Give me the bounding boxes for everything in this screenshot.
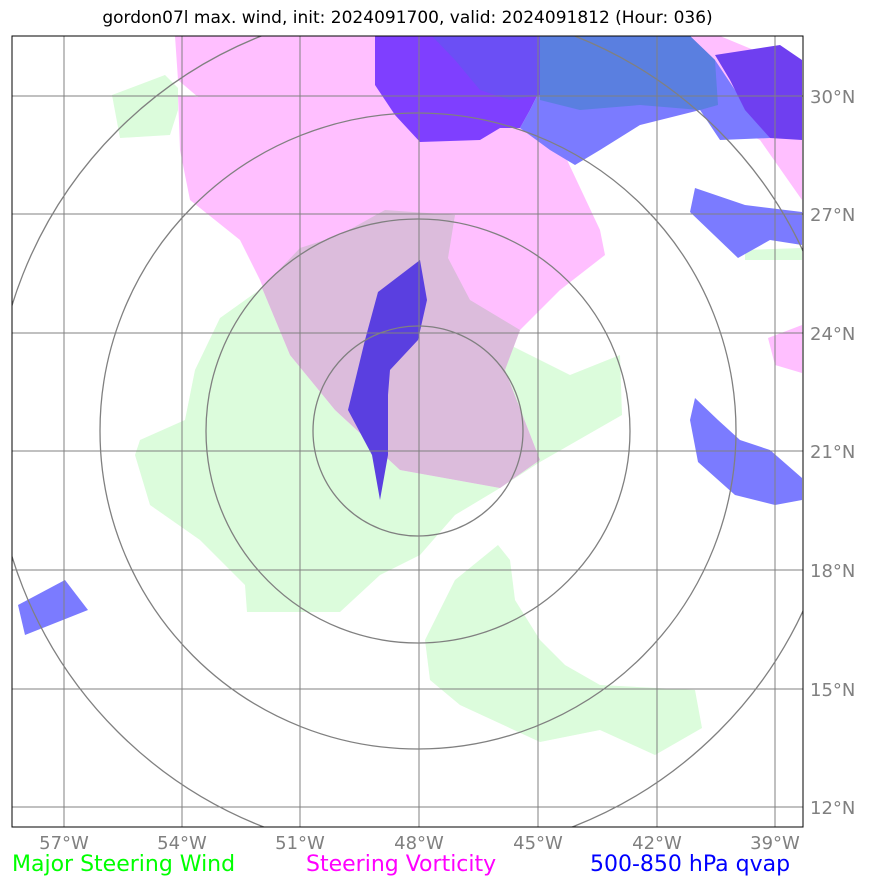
map-title: gordon07l max. wind, init: 2024091700, v… — [102, 8, 713, 28]
lon-label-54w: 54°W — [157, 833, 207, 854]
graticule — [12, 36, 803, 827]
qvap-region-northeast-dark — [715, 45, 802, 140]
qvap-region-north-mid — [540, 36, 718, 110]
lon-label-42w: 42°W — [632, 833, 682, 854]
lon-label-57w: 57°W — [39, 833, 89, 854]
qvap-region-center-band — [348, 260, 427, 500]
qvap-region-east-upper — [690, 188, 802, 258]
lat-label-27n: 27°N — [810, 205, 855, 226]
legend-steering-vorticity: Steering Vorticity — [306, 852, 497, 877]
lat-label-12n: 12°N — [810, 798, 855, 819]
lat-label-30n: 30°N — [810, 87, 855, 108]
lat-label-15n: 15°N — [810, 680, 855, 701]
lon-axis: 57°W 54°W 51°W 48°W 45°W 42°W 39°W — [39, 833, 800, 854]
lon-label-51w: 51°W — [275, 833, 325, 854]
wind-region-main — [135, 288, 622, 612]
wind-region-south — [425, 545, 702, 755]
wind-region-northwest — [112, 75, 178, 138]
range-ring-1 — [312, 325, 524, 537]
lat-axis: 30°N 27°N 24°N 21°N 18°N 15°N 12°N — [810, 87, 855, 819]
plot-frame — [11, 35, 804, 828]
qvap-region-west — [18, 580, 88, 635]
lat-label-18n: 18°N — [810, 561, 855, 582]
lat-label-21n: 21°N — [810, 442, 855, 463]
range-rings — [12, 36, 803, 827]
range-ring-3 — [99, 112, 737, 750]
lat-label-24n: 24°N — [810, 324, 855, 345]
vorticity-region-east — [768, 325, 802, 373]
lon-label-48w: 48°W — [394, 833, 444, 854]
qvap-region-north-inner — [432, 36, 540, 100]
lon-label-39w: 39°W — [750, 833, 800, 854]
wind-region-east-sliver — [745, 248, 802, 260]
lon-label-45w: 45°W — [513, 833, 563, 854]
legend-qvap: 500-850 hPa qvap — [590, 852, 791, 877]
range-ring-2 — [205, 218, 631, 644]
legend-major-steering-wind: Major Steering Wind — [12, 852, 236, 877]
